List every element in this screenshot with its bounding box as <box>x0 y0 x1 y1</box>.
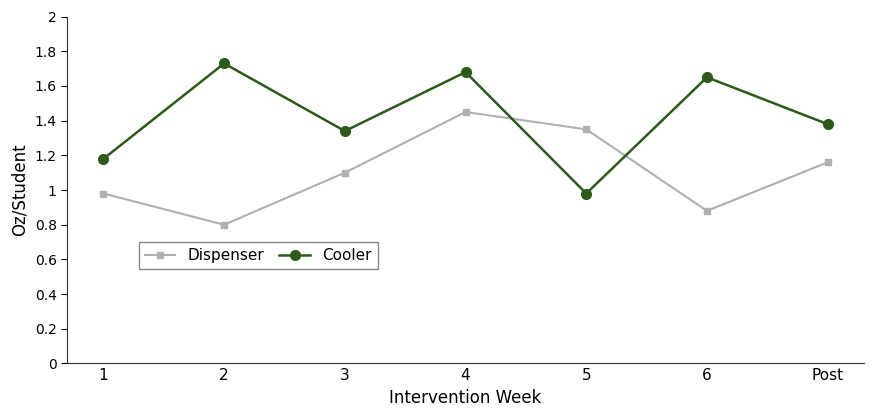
Dispenser <box>98 191 108 196</box>
Dispenser <box>581 127 592 132</box>
Line: Dispenser: Dispenser <box>100 109 831 228</box>
Cooler <box>822 122 833 127</box>
Cooler <box>702 75 712 80</box>
X-axis label: Intervention Week: Intervention Week <box>389 389 542 407</box>
Dispenser <box>340 170 350 175</box>
Cooler <box>340 129 350 134</box>
Cooler <box>581 191 592 196</box>
Dispenser <box>460 110 471 115</box>
Dispenser <box>822 160 833 165</box>
Dispenser <box>219 222 229 227</box>
Dispenser <box>702 208 712 213</box>
Cooler <box>460 70 471 75</box>
Cooler <box>98 156 108 161</box>
Legend: Dispenser, Cooler: Dispenser, Cooler <box>138 242 378 269</box>
Cooler <box>219 61 229 66</box>
Line: Cooler: Cooler <box>99 59 832 199</box>
Y-axis label: Oz/Student: Oz/Student <box>11 144 29 236</box>
